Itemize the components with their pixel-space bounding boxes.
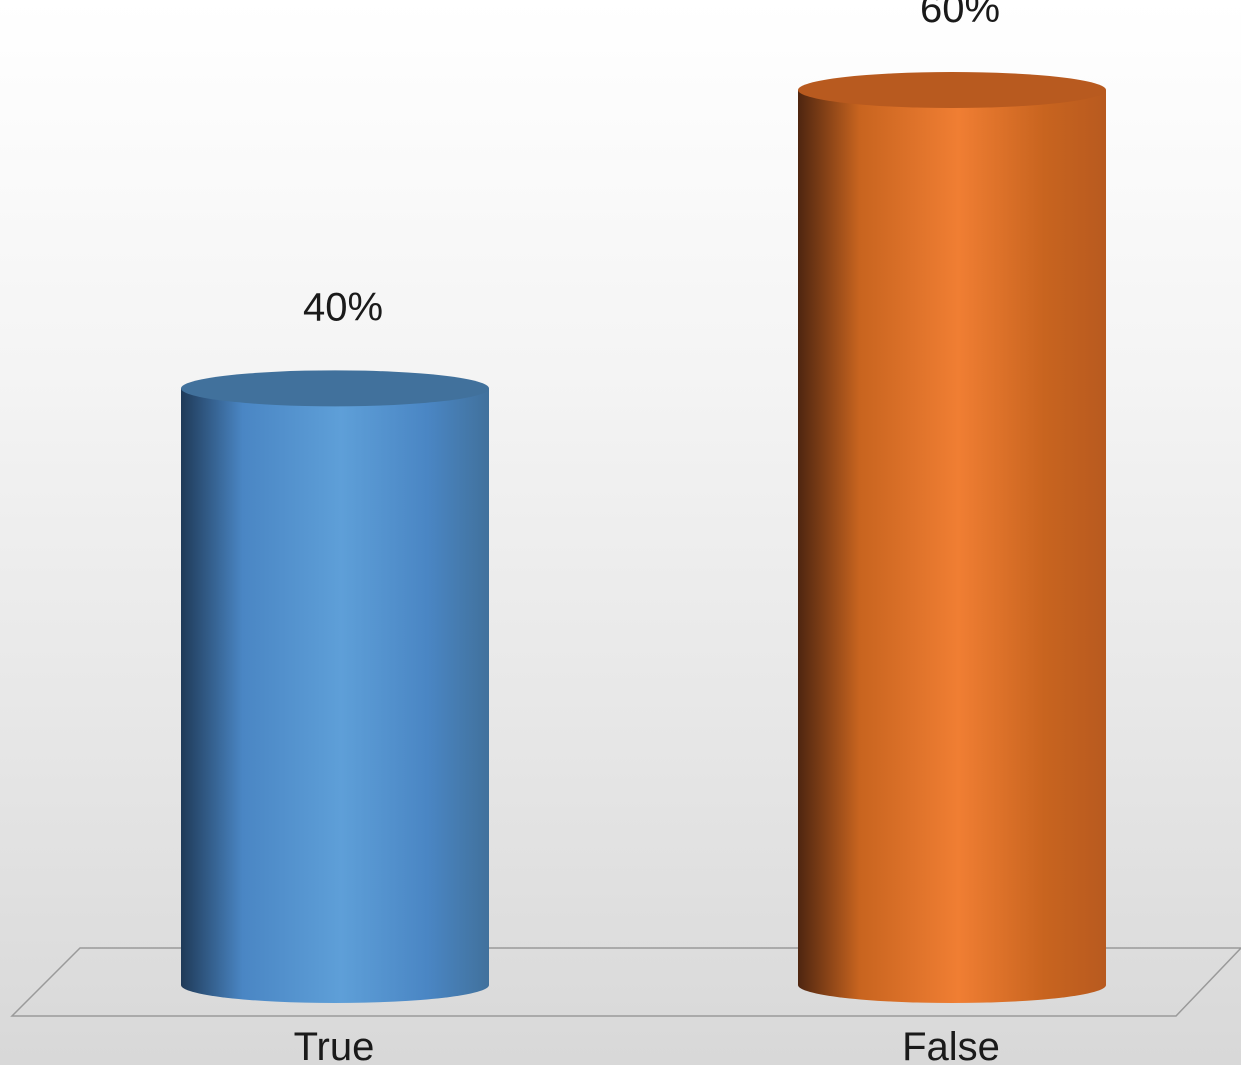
bar-true-body <box>181 388 489 1003</box>
bar-false-top <box>798 72 1106 108</box>
labels-layer: 40% True 60% False <box>294 0 1000 1065</box>
bar-false-body <box>798 90 1106 1003</box>
bars-layer <box>181 72 1106 1003</box>
category-label-false: False <box>902 1025 1000 1065</box>
data-label-false: 60% <box>920 0 1000 31</box>
bar-true <box>181 370 489 1003</box>
data-label-true: 40% <box>303 285 383 329</box>
category-label-true: True <box>294 1025 375 1065</box>
bar-true-top <box>181 370 489 407</box>
bar-false <box>798 72 1106 1003</box>
